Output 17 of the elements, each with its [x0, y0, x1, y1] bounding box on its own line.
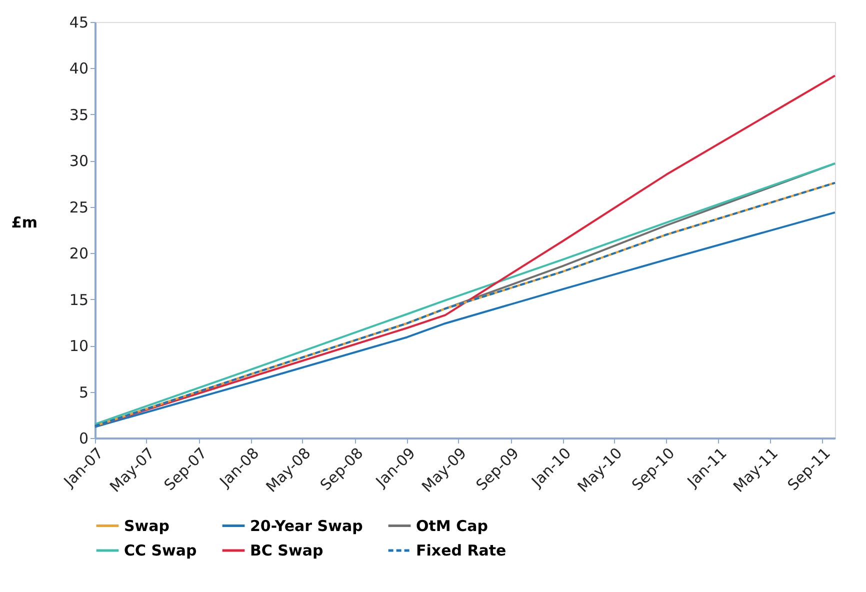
y-tick-label: 10 — [69, 337, 88, 356]
y-tick-label: 40 — [69, 60, 88, 78]
y-tick-label: 30 — [69, 152, 88, 170]
legend-label: Swap — [124, 516, 170, 535]
legend-label: 20-Year Swap — [250, 516, 364, 535]
legend-label: Fixed Rate — [416, 542, 506, 560]
legend-label: OtM Cap — [416, 516, 488, 535]
y-tick-label: 20 — [69, 244, 88, 263]
legend-label: BC Swap — [250, 542, 324, 560]
y-tick-label: 15 — [69, 290, 88, 309]
legend-label: CC Swap — [124, 542, 198, 560]
y-axis-title: £m — [11, 214, 38, 232]
y-tick-label: 35 — [69, 106, 88, 124]
y-tick-label: 45 — [69, 14, 88, 32]
y-tick-label: 0 — [78, 430, 88, 448]
y-tick-label: 25 — [69, 198, 88, 216]
y-tick-label: 5 — [78, 383, 88, 402]
